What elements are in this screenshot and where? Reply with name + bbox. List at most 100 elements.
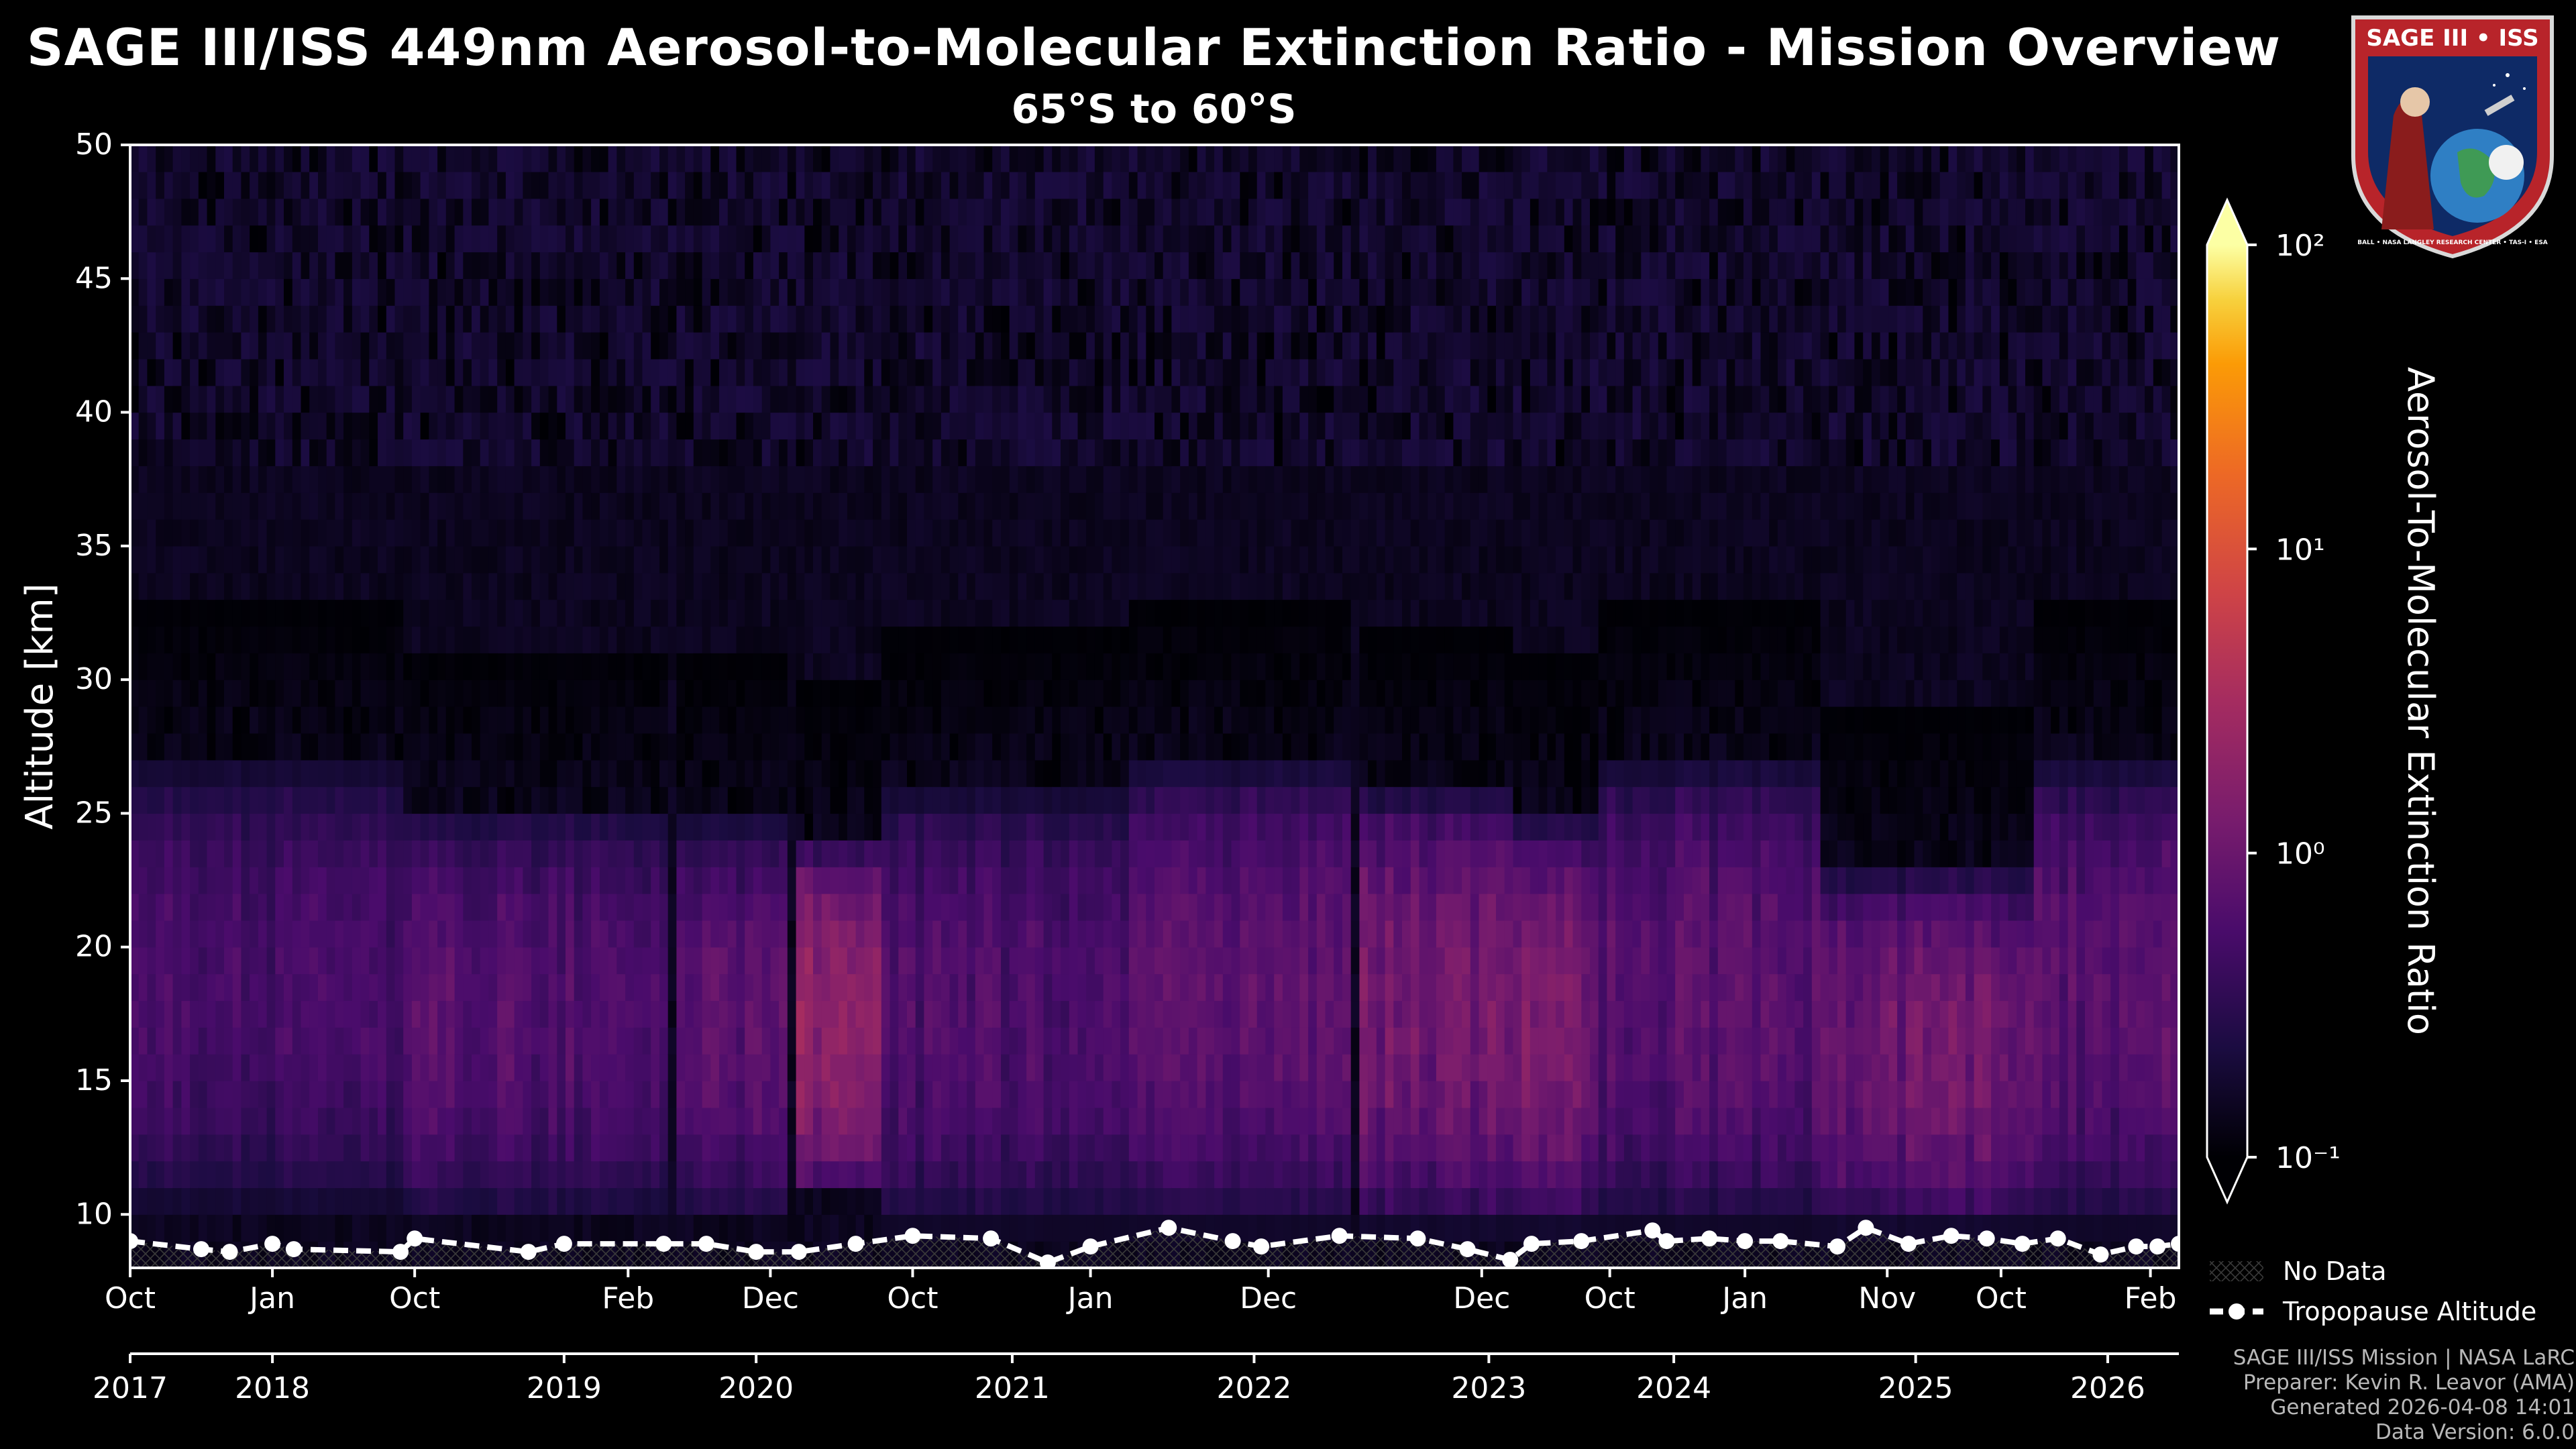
heatmap-cell (967, 252, 976, 279)
heatmap-cell (130, 385, 140, 413)
heatmap-cell (156, 1000, 165, 1028)
heatmap-cell (275, 171, 284, 199)
heatmap-cell (1043, 1081, 1053, 1108)
heatmap-cell (839, 680, 848, 707)
heatmap-cell (796, 1134, 805, 1162)
heatmap-cell (309, 786, 319, 814)
heatmap-cell (378, 920, 387, 948)
heatmap-cell (667, 1081, 677, 1108)
heatmap-cell (873, 1000, 882, 1028)
heatmap-cell (830, 439, 839, 466)
heatmap-cell (787, 653, 797, 680)
heatmap-cell (284, 545, 293, 574)
heatmap-cell (1001, 1081, 1010, 1108)
heatmap-cell (232, 1134, 241, 1162)
heatmap-cell (301, 519, 310, 547)
heatmap-cell (241, 385, 250, 413)
heatmap-cell (864, 198, 873, 226)
heatmap-cell (898, 519, 908, 547)
heatmap-cell (702, 1107, 711, 1135)
heatmap-cell (463, 786, 472, 814)
heatmap-cell (582, 145, 592, 172)
heatmap-cell (685, 332, 694, 360)
heatmap-cell (1120, 973, 1130, 1002)
heatmap-cell (958, 572, 967, 600)
heatmap-cell (480, 252, 489, 279)
heatmap-cell (1120, 1161, 1130, 1189)
heatmap-cell (1069, 599, 1079, 627)
heatmap-cell (1043, 1134, 1053, 1162)
heatmap-cell (796, 412, 805, 440)
heatmap-cell (429, 759, 438, 788)
heatmap-cell (138, 786, 148, 814)
heatmap-cell (1120, 439, 1130, 466)
heatmap-cell (472, 867, 481, 894)
heatmap-cell (566, 1054, 575, 1081)
heatmap-cell (667, 412, 677, 440)
heatmap-cell (369, 1214, 378, 1242)
heatmap-cell (138, 680, 148, 707)
heatmap-cell (941, 439, 951, 466)
heatmap-cell (633, 706, 643, 734)
heatmap-cell (309, 572, 319, 600)
heatmap-cell (172, 466, 182, 493)
heatmap-cell (1052, 358, 1061, 386)
heatmap-cell (138, 252, 148, 279)
heatmap-cell (599, 786, 609, 814)
heatmap-cell (343, 1187, 353, 1215)
heatmap-cell (403, 439, 413, 466)
heatmap-cell (855, 1107, 865, 1135)
heatmap-cell (190, 706, 199, 734)
heatmap-cell (1009, 1054, 1018, 1081)
heatmap-cell (411, 358, 421, 386)
heatmap-cell (1086, 1027, 1095, 1055)
heatmap-cell (156, 519, 165, 547)
heatmap-cell (898, 1134, 908, 1162)
heatmap-cell (890, 1000, 899, 1028)
heatmap-cell (975, 1081, 985, 1108)
heatmap-cell (241, 358, 250, 386)
heatmap-cell (523, 1027, 532, 1055)
heatmap-cell (1026, 786, 1036, 814)
heatmap-cell (710, 278, 720, 306)
heatmap-cell (745, 171, 754, 199)
heatmap-cell (531, 840, 541, 867)
heatmap-cell (574, 680, 583, 707)
heatmap-cell (736, 759, 745, 788)
heatmap-cell (181, 358, 191, 386)
heatmap-cell (309, 1187, 319, 1215)
heatmap-cell (676, 278, 686, 306)
heatmap-cell (1061, 733, 1070, 761)
heatmap-cell (548, 1000, 557, 1028)
heatmap-cell (898, 305, 908, 333)
heatmap-cell (335, 840, 344, 867)
heatmap-cell (266, 1000, 276, 1028)
heatmap-cell (147, 626, 156, 653)
heatmap-cell (224, 840, 233, 867)
heatmap-cell (1001, 1214, 1010, 1242)
heatmap-cell (429, 1107, 438, 1135)
heatmap-cell (369, 599, 378, 627)
heatmap-cell (830, 572, 839, 600)
heatmap-cell (130, 332, 140, 360)
heatmap-cell (250, 1081, 259, 1108)
heatmap-cell (1043, 519, 1053, 547)
heatmap-cell (394, 358, 404, 386)
heatmap-cell (967, 894, 976, 921)
heatmap-cell (770, 198, 780, 226)
heatmap-cell (566, 1214, 575, 1242)
heatmap-cell (839, 358, 848, 386)
heatmap-cell (667, 171, 677, 199)
heatmap-cell (693, 1054, 703, 1081)
heatmap-cell (1026, 1107, 1036, 1135)
heatmap-cell (241, 894, 250, 921)
heatmap-cell (181, 733, 191, 761)
heatmap-cell (702, 733, 711, 761)
heatmap-cell (445, 786, 455, 814)
heatmap-cell (813, 145, 822, 172)
heatmap-cell (616, 1134, 626, 1162)
heatmap-cell (1034, 813, 1044, 841)
heatmap-cell (659, 1214, 669, 1242)
heatmap-cell (275, 680, 284, 707)
heatmap-cell (890, 973, 899, 1002)
